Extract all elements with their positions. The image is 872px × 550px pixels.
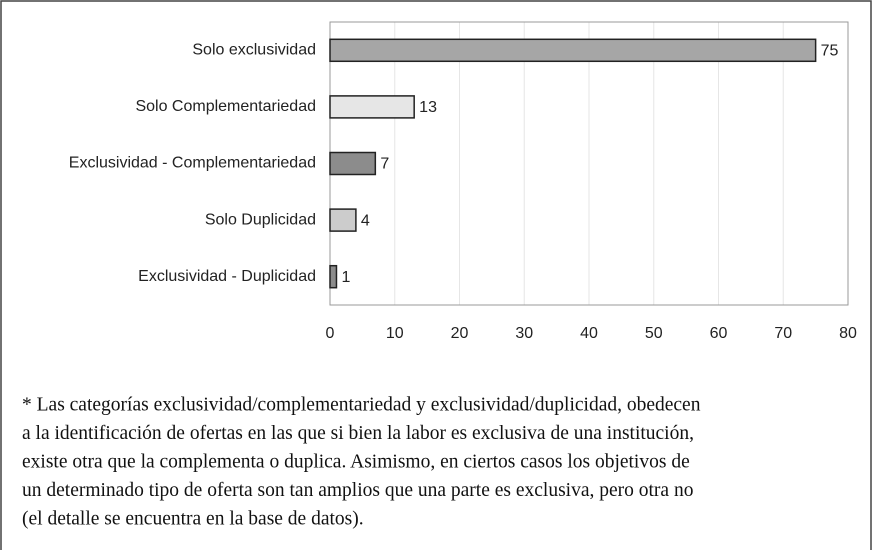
- x-tick-label: 0: [326, 325, 335, 342]
- x-tick-label: 50: [645, 325, 663, 342]
- bar: [329, 151, 377, 176]
- footnote-line: un determinado tipo de oferta son tan am…: [22, 480, 693, 501]
- x-tick-label: 40: [580, 325, 598, 342]
- x-tick-label: 70: [774, 325, 792, 342]
- x-tick-label: 10: [386, 325, 404, 342]
- bar: [329, 38, 817, 63]
- y-tick-label: Solo exclusividad: [192, 42, 316, 59]
- value-label: 13: [419, 99, 437, 116]
- bar: [329, 208, 357, 232]
- x-tick-label: 60: [710, 325, 728, 342]
- footnote-line: * Las categorías exclusividad/complement…: [22, 394, 701, 415]
- value-label: 4: [361, 212, 370, 229]
- footnote-line: (el detalle se encuentra en la base de d…: [22, 508, 364, 529]
- y-tick-label: Solo Duplicidad: [205, 211, 316, 228]
- y-tick-label: Solo Complementariedad: [135, 98, 316, 115]
- y-tick-label: Exclusividad - Complementariedad: [69, 155, 316, 172]
- x-tick-label: 30: [515, 325, 533, 342]
- value-label: 75: [821, 43, 839, 60]
- x-tick-label: 80: [839, 325, 857, 342]
- bar: [329, 95, 415, 119]
- bar: [329, 264, 338, 289]
- x-tick-label: 20: [451, 325, 469, 342]
- y-tick-label: Exclusividad - Duplicidad: [138, 268, 316, 285]
- footnote-line: a la identificación de ofertas en las qu…: [22, 423, 694, 444]
- value-label: 7: [380, 156, 389, 173]
- footnote-line: existe otra que la complementa o duplica…: [22, 451, 690, 472]
- value-label: 1: [341, 269, 350, 286]
